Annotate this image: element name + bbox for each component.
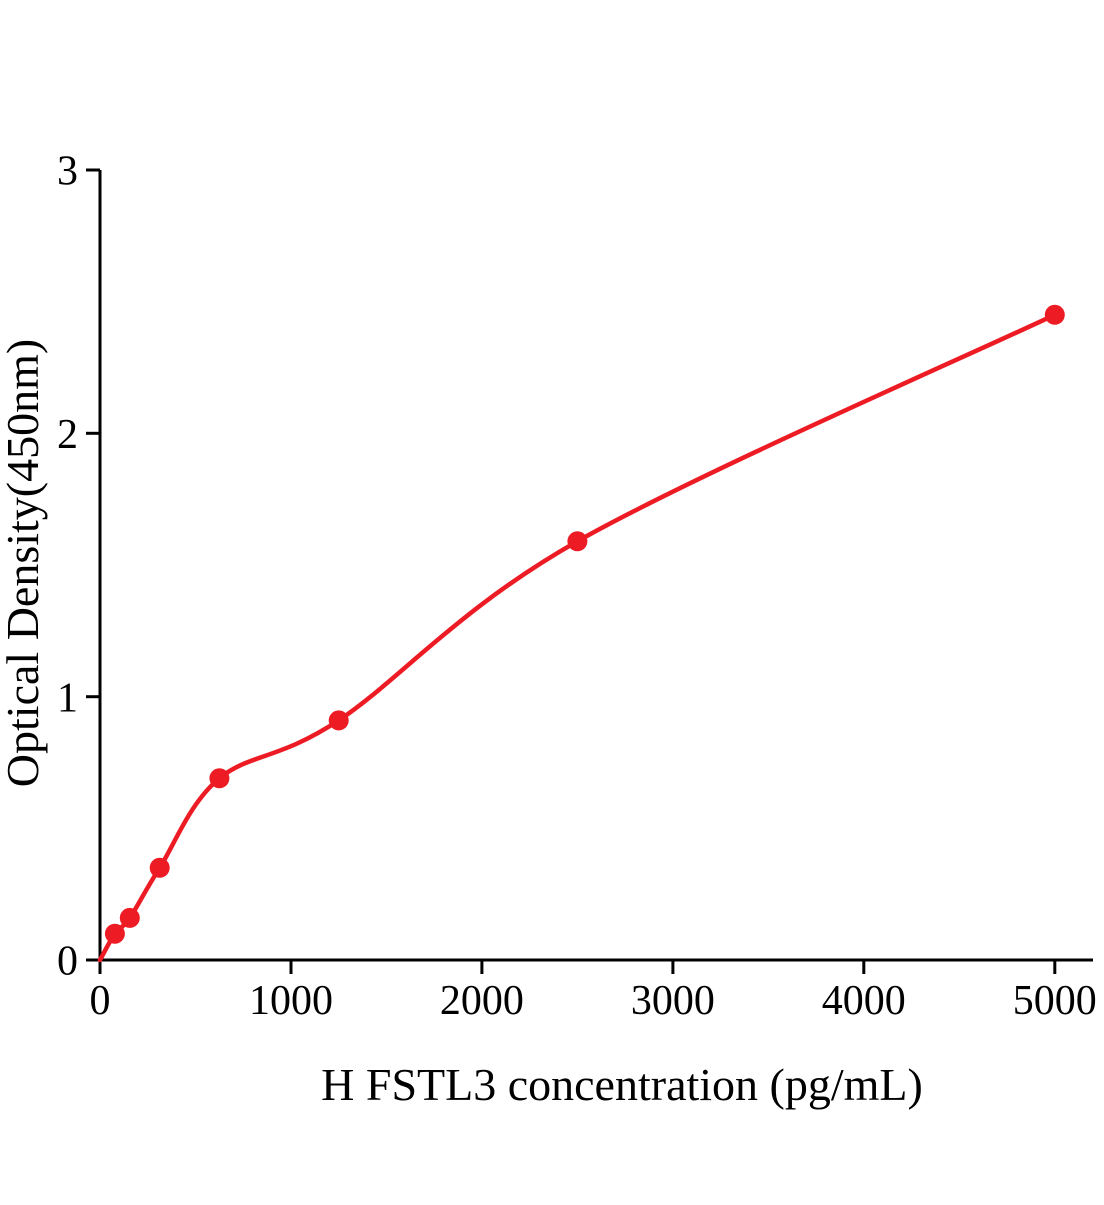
- x-tick-label: 2000: [440, 978, 524, 1024]
- plot-layer: 0 1000 2000 3000 4000 5000 0 1 2 3: [57, 149, 1097, 1024]
- data-point: [1044, 304, 1065, 325]
- y-tick-label: 2: [57, 412, 78, 458]
- data-point: [209, 768, 230, 789]
- data-point: [328, 710, 349, 731]
- x-tick-label: 4000: [822, 978, 906, 1024]
- x-tick-label: 1000: [249, 978, 333, 1024]
- y-tick-label: 3: [57, 149, 78, 195]
- data-point: [104, 923, 125, 944]
- x-tick-label: 5000: [1013, 978, 1097, 1024]
- data-point: [567, 531, 588, 552]
- data-point: [149, 857, 170, 878]
- x-tick-label: 3000: [631, 978, 715, 1024]
- y-axis-title: Optical Density(450nm): [0, 339, 48, 787]
- y-tick-label: 1: [57, 675, 78, 721]
- y-tick-label: 0: [57, 939, 78, 985]
- x-tick-label: 0: [90, 978, 111, 1024]
- x-axis-title: H FSTL3 concentration (pg/mL): [321, 1059, 923, 1110]
- data-point: [119, 907, 140, 928]
- fit-curve: [97, 312, 1058, 963]
